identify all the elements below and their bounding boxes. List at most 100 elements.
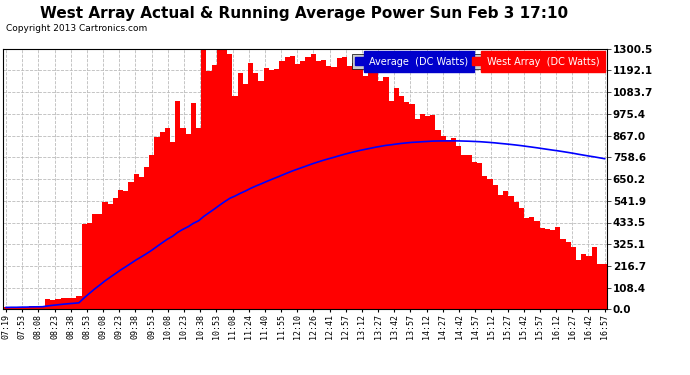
Bar — [102, 202, 108, 309]
Bar — [3, 308, 9, 309]
Bar — [435, 130, 441, 309]
Bar — [284, 57, 290, 309]
Bar — [217, 49, 222, 309]
Bar — [196, 128, 201, 309]
Bar — [477, 163, 482, 309]
Bar — [61, 298, 66, 309]
Bar — [466, 155, 472, 309]
Bar — [45, 300, 50, 309]
Bar — [212, 64, 217, 309]
Bar — [310, 54, 316, 309]
Bar — [259, 81, 264, 309]
Bar — [222, 49, 227, 309]
Bar — [362, 76, 368, 309]
Bar — [144, 167, 149, 309]
Bar — [540, 228, 544, 309]
Bar — [274, 69, 279, 309]
Bar — [50, 300, 55, 309]
Bar — [342, 57, 347, 309]
Bar — [472, 162, 477, 309]
Bar — [571, 247, 576, 309]
Bar — [201, 49, 206, 309]
Bar — [316, 62, 321, 309]
Bar — [555, 226, 560, 309]
Bar — [108, 204, 112, 309]
Bar — [321, 60, 326, 309]
Bar — [337, 58, 342, 309]
Bar — [170, 142, 175, 309]
Text: Copyright 2013 Cartronics.com: Copyright 2013 Cartronics.com — [6, 24, 147, 33]
Bar — [19, 307, 24, 309]
Bar — [40, 306, 45, 309]
Bar — [529, 217, 534, 309]
Bar — [139, 177, 144, 309]
Bar — [446, 140, 451, 309]
Bar — [264, 68, 269, 309]
Bar — [544, 229, 550, 309]
Bar — [524, 218, 529, 309]
Bar — [425, 116, 431, 309]
Bar — [227, 54, 233, 309]
Legend: Average  (DC Watts), West Array  (DC Watts): Average (DC Watts), West Array (DC Watts… — [352, 54, 602, 69]
Bar — [326, 66, 331, 309]
Bar — [409, 104, 415, 309]
Bar — [206, 70, 212, 309]
Bar — [488, 179, 493, 309]
Bar — [253, 74, 259, 309]
Bar — [305, 57, 310, 309]
Bar — [513, 202, 519, 309]
Bar — [586, 256, 591, 309]
Bar — [295, 64, 300, 309]
Bar — [509, 196, 513, 309]
Bar — [420, 114, 425, 309]
Bar — [441, 136, 446, 309]
Bar — [482, 176, 488, 309]
Bar — [451, 138, 456, 309]
Bar — [357, 68, 362, 309]
Bar — [462, 155, 466, 309]
Bar — [456, 146, 462, 309]
Bar — [159, 132, 165, 309]
Bar — [134, 174, 139, 309]
Bar — [269, 69, 274, 309]
Bar — [30, 306, 34, 309]
Bar — [576, 260, 581, 309]
Bar — [237, 73, 243, 309]
Bar — [503, 191, 509, 309]
Bar — [155, 137, 159, 309]
Bar — [97, 214, 102, 309]
Bar — [300, 61, 305, 309]
Bar — [352, 63, 357, 309]
Bar — [347, 66, 352, 309]
Bar — [233, 96, 237, 309]
Bar — [493, 184, 498, 309]
Bar — [123, 191, 128, 309]
Bar — [404, 102, 409, 309]
Bar — [112, 198, 118, 309]
Bar — [368, 74, 373, 309]
Bar — [399, 96, 404, 309]
Bar — [331, 67, 337, 309]
Bar — [175, 101, 180, 309]
Bar — [597, 264, 602, 309]
Bar — [566, 242, 571, 309]
Bar — [415, 119, 420, 309]
Bar — [186, 134, 191, 309]
Bar — [560, 239, 566, 309]
Bar — [602, 264, 607, 309]
Bar — [34, 306, 40, 309]
Bar — [149, 155, 155, 309]
Bar — [128, 182, 134, 309]
Bar — [55, 299, 61, 309]
Bar — [77, 296, 81, 309]
Bar — [394, 88, 399, 309]
Bar — [87, 223, 92, 309]
Bar — [248, 63, 253, 309]
Bar — [534, 221, 540, 309]
Text: West Array Actual & Running Average Power Sun Feb 3 17:10: West Array Actual & Running Average Powe… — [39, 6, 568, 21]
Bar — [519, 208, 524, 309]
Bar — [118, 190, 123, 309]
Bar — [165, 128, 170, 309]
Bar — [591, 248, 597, 309]
Bar — [92, 214, 97, 309]
